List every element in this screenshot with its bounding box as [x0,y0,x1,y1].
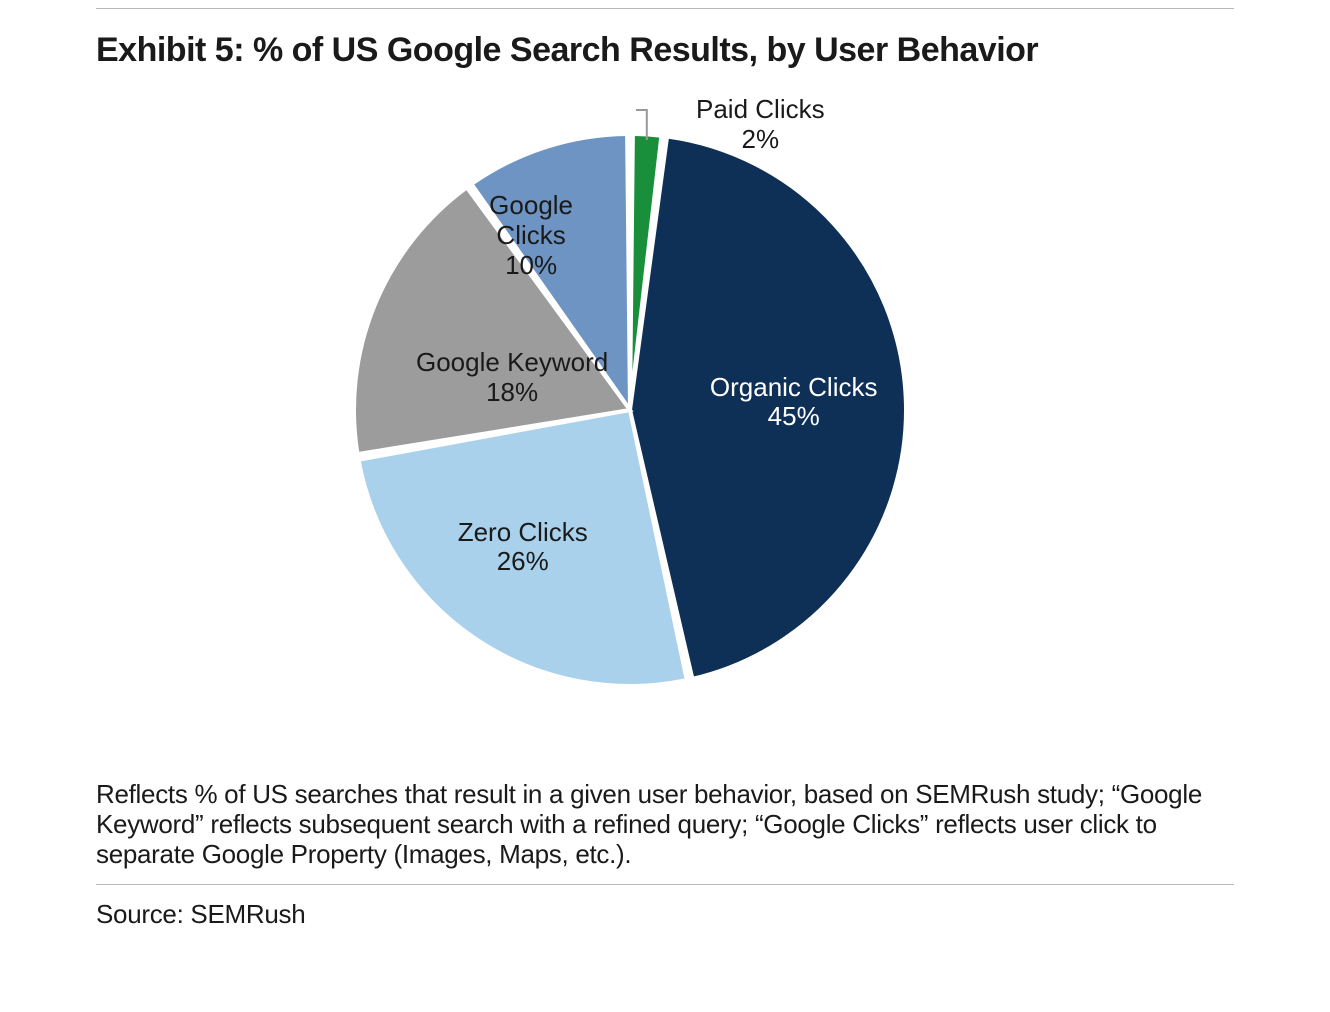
page: Exhibit 5: % of US Google Search Results… [0,8,1330,1012]
chart-title: Exhibit 5: % of US Google Search Results… [96,31,1234,70]
pie-slice-label-google-clicks: Google Clicks 10% [489,191,573,281]
pie-slice-label-google-keyword: Google Keyword 18% [416,348,608,408]
pie-svg [96,80,1234,720]
pie-chart: Paid Clicks 2% Organic Clicks 45% Zero Cli… [96,80,1234,720]
chart-source: Source: SEMRush [96,899,1234,930]
chart-caption: Reflects % of US searches that result in… [96,780,1234,870]
pie-slice-label-organic-clicks: Organic Clicks 45% [710,373,878,433]
pie-slice-label-zero-clicks: Zero Clicks 26% [458,518,588,578]
rule-top [96,8,1234,9]
pie-slice-label-paid-clicks: Paid Clicks 2% [696,95,825,155]
rule-bottom [96,884,1234,885]
